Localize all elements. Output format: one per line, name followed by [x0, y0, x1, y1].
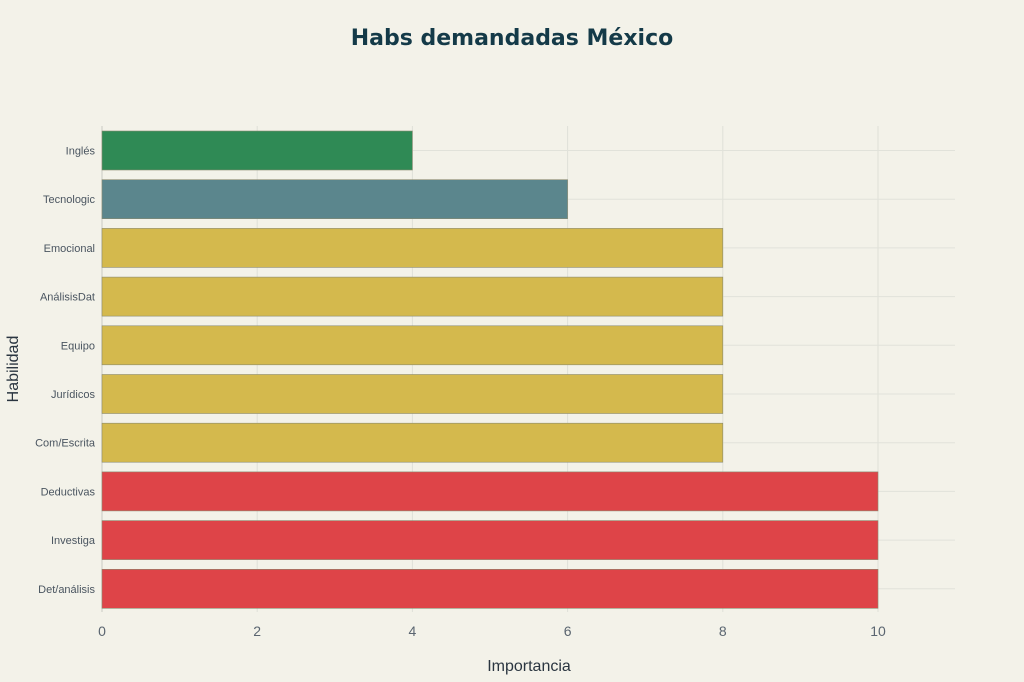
bar: [101, 520, 879, 560]
y-tick-label: Equipo: [61, 340, 95, 352]
bars: [101, 130, 879, 609]
chart-title: Habs demandadas México: [350, 26, 674, 51]
y-tick-label: AnálisisDat: [40, 292, 95, 304]
y-tick-label: Inglés: [66, 146, 96, 158]
bar: [101, 325, 724, 366]
bar: [101, 471, 879, 512]
bar: [101, 179, 568, 219]
y-tick-label: Emocional: [44, 243, 95, 255]
x-tick-label: 4: [409, 623, 417, 639]
bar: [101, 422, 724, 463]
y-tick-label: Investiga: [51, 535, 96, 547]
y-tick-label: Deductivas: [41, 486, 96, 498]
bar: [101, 228, 724, 268]
y-tick-label: Jurídicos: [51, 389, 96, 401]
bar: [101, 130, 413, 171]
y-tick-label: Com/Escrita: [35, 438, 96, 450]
x-tick-label: 8: [719, 623, 727, 639]
x-tick-label: 0: [98, 623, 106, 639]
bar: [101, 276, 724, 317]
y-axis-title: Habilidad: [5, 336, 22, 403]
x-tick-label: 2: [253, 623, 261, 639]
y-tick-label: Tecnologic: [43, 194, 95, 206]
x-tick-label: 10: [870, 623, 886, 639]
x-tick-label: 6: [564, 623, 572, 639]
x-tick-labels: 0 2 4 6 8 10: [98, 623, 886, 639]
y-tick-labels: Inglés Tecnologic Emocional AnálisisDat Equi…: [35, 146, 96, 596]
bar: [101, 374, 724, 414]
bar: [101, 568, 879, 609]
y-tick-label: Det/análisis: [38, 584, 95, 596]
x-axis-title: Importancia: [487, 658, 571, 675]
